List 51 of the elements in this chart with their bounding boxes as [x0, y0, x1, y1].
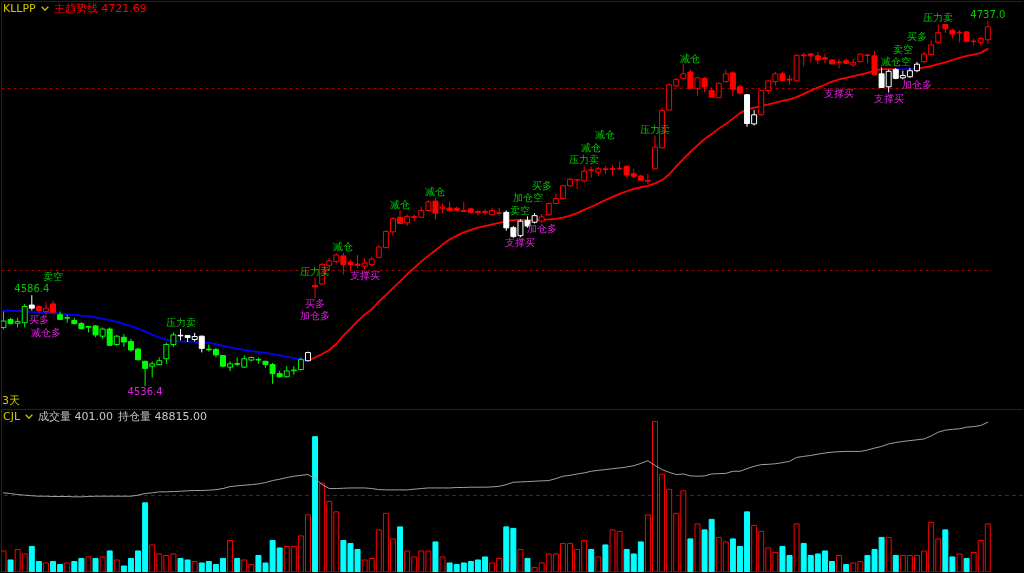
annotation: 压力卖	[165, 317, 196, 329]
annotation: 减仓	[390, 198, 411, 210]
bar	[106, 550, 113, 572]
bar	[234, 557, 241, 572]
annotation: 买多	[531, 180, 552, 192]
annotation: 减仓	[425, 185, 446, 197]
bar	[92, 557, 99, 572]
annotation: 成交量 401.00	[38, 410, 114, 423]
annotation: 加仓多	[300, 310, 331, 322]
annotation: 4737.0	[970, 9, 1006, 21]
bar	[687, 538, 694, 572]
bar	[7, 559, 14, 572]
annotation: 4586.4	[14, 283, 50, 295]
annotation: 买多	[28, 314, 49, 326]
annotation: 卖空	[892, 43, 913, 55]
annotation: 支撑买	[505, 237, 536, 249]
annotation: 减仓空	[880, 56, 911, 67]
chart-title: CJL	[3, 410, 21, 423]
annotation: 持仓量 48815.00	[118, 410, 208, 423]
annotation: 3天	[2, 394, 20, 407]
bar	[397, 526, 404, 572]
annotation: 支撑买	[824, 88, 855, 100]
annotation: 减仓	[595, 128, 616, 140]
bar	[963, 557, 970, 572]
annotation: 卖空	[510, 205, 531, 217]
annotation: 支撑买	[349, 269, 380, 281]
bar	[602, 544, 609, 572]
annotation: 减仓	[680, 53, 701, 65]
bar	[892, 554, 899, 572]
bar	[312, 436, 319, 572]
bar	[524, 557, 531, 572]
bar	[843, 563, 850, 572]
text: 主趋势线 4721.69	[53, 2, 147, 15]
annotation: 加仓多	[526, 222, 557, 234]
bar	[432, 541, 439, 572]
annotation: 减仓	[333, 240, 354, 252]
annotation: 买多	[907, 30, 927, 42]
annotation: 加仓多	[902, 79, 932, 91]
annotation: 压力卖	[569, 154, 600, 166]
annotation: 减仓多	[30, 326, 61, 338]
annotation: 压力卖	[923, 12, 954, 24]
candlestick	[935, 23, 942, 45]
annotation: 减仓	[581, 141, 602, 153]
chart-title: KLLPP	[3, 2, 36, 15]
candlestick	[312, 277, 319, 299]
annotation: 买多	[305, 298, 326, 310]
annotation: 加仓空	[512, 192, 543, 204]
annotation: 4536.4	[127, 386, 163, 398]
annotation: 支撑买	[873, 92, 904, 104]
bar	[588, 548, 595, 572]
annotation: 卖空	[43, 270, 64, 282]
